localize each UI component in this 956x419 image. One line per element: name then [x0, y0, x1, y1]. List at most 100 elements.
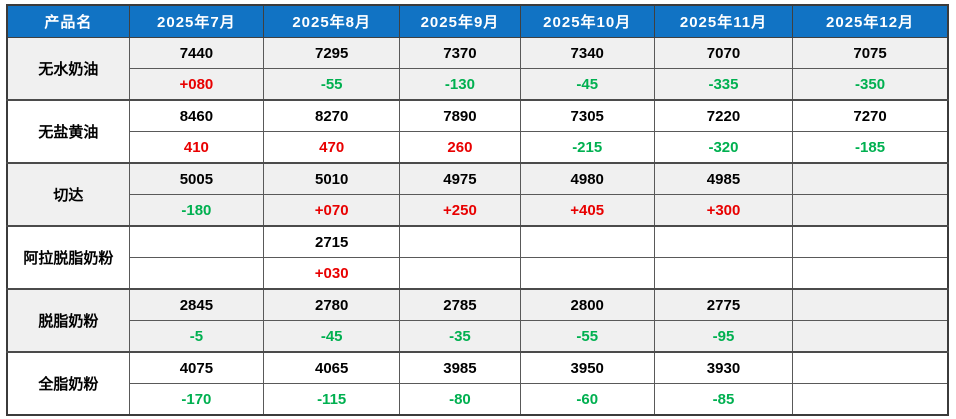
- price-cell: 4985: [653, 162, 794, 195]
- price-cell: 7070: [653, 37, 794, 69]
- change-cell: -55: [263, 68, 401, 101]
- price-cell: 3950: [519, 351, 655, 384]
- price-cell: 4065: [263, 351, 401, 384]
- price-row: 阿拉脱脂奶粉 2715: [6, 225, 949, 290]
- price-cell: 4980: [519, 162, 655, 195]
- price-cell: 8460: [128, 99, 265, 132]
- change-cell: -170: [128, 383, 265, 416]
- change-cell: -320: [653, 131, 794, 164]
- change-cell: [792, 257, 949, 290]
- month-header: 2025年7月: [128, 4, 265, 38]
- price-row: 脱脂奶粉 2845 2780 2785 2800 2775: [6, 288, 949, 353]
- header-row: 产品名 2025年7月 2025年8月 2025年9月 2025年10月 2025年11月…: [6, 4, 949, 38]
- price-cell: 2780: [263, 288, 401, 321]
- price-cell: 3985: [399, 351, 521, 384]
- price-cell: 2800: [519, 288, 655, 321]
- price-row: 切达 5005 5010 4975 4980 4985: [6, 162, 949, 227]
- change-cell: -115: [263, 383, 401, 416]
- price-row: 全脂奶粉 4075 4065 3985 3950 3930: [6, 351, 949, 416]
- change-row: -5 -45 -35 -55 -95: [7, 320, 949, 353]
- change-cell: 410: [128, 131, 265, 164]
- change-row: -180 +070 +250 +405 +300: [7, 194, 949, 227]
- price-cell: 2845: [128, 288, 265, 321]
- change-cell: [792, 194, 949, 227]
- change-cell: -5: [128, 320, 265, 353]
- change-cell: [792, 320, 949, 353]
- change-cell: -85: [653, 383, 794, 416]
- month-header: 2025年8月: [263, 4, 401, 38]
- price-cell: [519, 225, 655, 258]
- price-cell: 7370: [399, 37, 521, 69]
- change-cell: -185: [792, 131, 949, 164]
- product-name-cell: 全脂奶粉: [6, 351, 130, 416]
- price-cell: 7075: [792, 37, 949, 69]
- product-name-cell: 无水奶油: [6, 37, 130, 101]
- price-cell: 4075: [128, 351, 265, 384]
- price-cell: [792, 162, 949, 195]
- change-cell: -215: [519, 131, 655, 164]
- product-name-cell: 无盐黄油: [6, 99, 130, 164]
- change-cell: -45: [263, 320, 401, 353]
- price-cell: 4975: [399, 162, 521, 195]
- price-cell: 7440: [128, 37, 265, 69]
- change-cell: +070: [263, 194, 401, 227]
- change-cell: [399, 257, 521, 290]
- product-name-cell: 脱脂奶粉: [6, 288, 130, 353]
- month-header: 2025年10月: [519, 4, 655, 38]
- change-cell: -335: [653, 68, 794, 101]
- price-cell: 7305: [519, 99, 655, 132]
- price-cell: 7220: [653, 99, 794, 132]
- change-cell: [653, 257, 794, 290]
- change-cell: -350: [792, 68, 949, 101]
- change-row: 410 470 260 -215 -320 -185: [7, 131, 949, 164]
- change-cell: -35: [399, 320, 521, 353]
- product-name-cell: 阿拉脱脂奶粉: [6, 225, 130, 290]
- change-cell: 260: [399, 131, 521, 164]
- price-cell: [399, 225, 521, 258]
- price-cell: 8270: [263, 99, 401, 132]
- price-cell: 2785: [399, 288, 521, 321]
- price-cell: 5010: [263, 162, 401, 195]
- change-cell: -60: [519, 383, 655, 416]
- product-column-header: 产品名: [6, 4, 130, 38]
- change-cell: -55: [519, 320, 655, 353]
- price-cell: [792, 351, 949, 384]
- price-cell: [792, 288, 949, 321]
- change-cell: +405: [519, 194, 655, 227]
- change-row: +080 -55 -130 -45 -335 -350: [7, 68, 949, 101]
- price-cell: 7270: [792, 99, 949, 132]
- month-header: 2025年12月: [792, 4, 949, 38]
- month-header: 2025年11月: [653, 4, 794, 38]
- price-cell: 2775: [653, 288, 794, 321]
- change-cell: +250: [399, 194, 521, 227]
- change-cell: -180: [128, 194, 265, 227]
- price-cell: 7340: [519, 37, 655, 69]
- change-cell: -95: [653, 320, 794, 353]
- change-cell: -45: [519, 68, 655, 101]
- price-row: 无水奶油 7440 7295 7370 7340 7070 7075: [6, 37, 949, 101]
- price-cell: 7295: [263, 37, 401, 69]
- change-cell: [519, 257, 655, 290]
- change-cell: +080: [128, 68, 265, 101]
- change-cell: +300: [653, 194, 794, 227]
- change-row: -170 -115 -80 -60 -85: [7, 383, 949, 416]
- price-cell: [653, 225, 794, 258]
- price-cell: 5005: [128, 162, 265, 195]
- month-header: 2025年9月: [399, 4, 521, 38]
- change-cell: -80: [399, 383, 521, 416]
- change-cell: 470: [263, 131, 401, 164]
- change-row: +030: [7, 257, 949, 290]
- change-cell: -130: [399, 68, 521, 101]
- price-cell: [128, 225, 265, 258]
- price-cell: [792, 225, 949, 258]
- price-cell: 7890: [399, 99, 521, 132]
- price-row: 无盐黄油 8460 8270 7890 7305 7220 7270: [6, 99, 949, 164]
- price-cell: 2715: [263, 225, 401, 258]
- change-cell: [792, 383, 949, 416]
- price-cell: 3930: [653, 351, 794, 384]
- product-name-cell: 切达: [6, 162, 130, 227]
- change-cell: +030: [263, 257, 401, 290]
- change-cell: [128, 257, 265, 290]
- product-price-table: 产品名 2025年7月 2025年8月 2025年9月 2025年10月 2025年11月…: [6, 4, 949, 416]
